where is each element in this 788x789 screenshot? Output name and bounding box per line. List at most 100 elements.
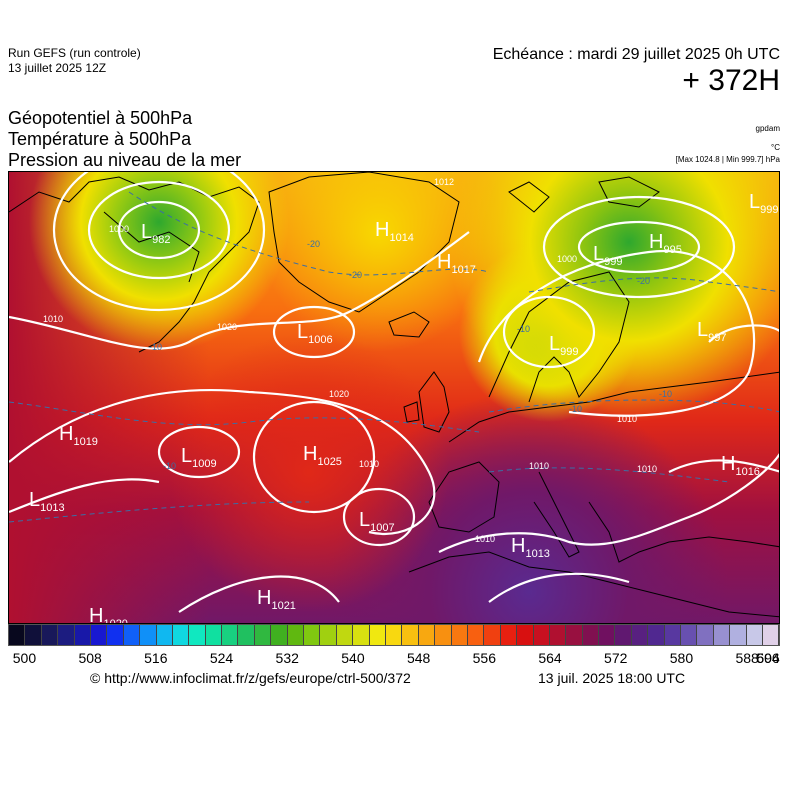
run-date: 13 juillet 2025 12Z: [8, 61, 107, 75]
colorbar-cell: [599, 625, 616, 645]
run-title: Run GEFS (run controle): [8, 46, 141, 60]
colorbar-cell: [746, 625, 763, 645]
pressure-center: L997: [697, 319, 726, 344]
colorbar-cell: [140, 625, 157, 645]
colorbar-cell: [271, 625, 288, 645]
colorbar-cell: [467, 625, 485, 645]
pressure-center: H1019: [59, 423, 98, 448]
unit-gpdam: gpdam: [755, 124, 780, 133]
colorbar-tick-label: 596: [756, 650, 780, 666]
pressure-center: H1014: [375, 219, 414, 244]
weather-map-svg: 1010 1020 1020 1010 1000 1010 1010 1010 …: [9, 172, 779, 624]
colorbar-cell: [664, 625, 682, 645]
colorbar-cell: [500, 625, 518, 645]
unit-celsius: °C: [771, 143, 780, 152]
isobars: [9, 172, 779, 613]
colorbar-cell: [484, 625, 501, 645]
pressure-center: H1016: [721, 453, 760, 478]
colorbar-cell: [566, 625, 583, 645]
colorbar: [8, 624, 780, 646]
colorbar-cell: [353, 625, 370, 645]
unit-pressure-range: [Max 1024.8 | Min 999.7] hPa: [675, 155, 780, 164]
pressure-center: L982: [141, 221, 170, 246]
isobar-label: 1020: [217, 322, 237, 332]
pressure-center: H1021: [257, 587, 296, 612]
pressure-center: L1007: [359, 509, 395, 534]
pressure-center: L1006: [297, 321, 333, 346]
colorbar-cell: [402, 625, 419, 645]
parameter-pressure: Pression au niveau de la mer: [8, 150, 242, 170]
colorbar-tick-label: 548: [406, 650, 431, 666]
isobar-label: 1010: [617, 414, 637, 424]
colorbar-tick-label: 516: [144, 650, 168, 666]
isobar-label: 1010: [637, 464, 657, 474]
colorbar-cell: [615, 625, 632, 645]
colorbar-cell: [172, 625, 190, 645]
colorbar-tick-label: 580: [669, 650, 694, 666]
colorbar-cell: [156, 625, 173, 645]
colorbar-cell: [254, 625, 272, 645]
isobar-label: 1000: [557, 254, 577, 264]
isobar-label: 1000: [109, 224, 129, 234]
isobar-label: 1020: [329, 389, 349, 399]
pressure-center: H1025: [303, 443, 342, 468]
colorbar-tick-label: 508: [78, 650, 102, 666]
colorbar-cell: [713, 625, 731, 645]
isotherm-label: -10: [163, 461, 176, 471]
colorbar-cell: [222, 625, 239, 645]
colorbar-cell: [58, 625, 75, 645]
pressure-center: H1020: [89, 605, 128, 624]
copyright-link[interactable]: © http://www.infoclimat.fr/z/gefs/europe…: [90, 670, 411, 686]
colorbar-cell: [762, 625, 780, 645]
colorbar-cell: [107, 625, 124, 645]
colorbar-cell: [418, 625, 436, 645]
isotherm-label: -20: [307, 239, 320, 249]
colorbar-cell: [336, 625, 354, 645]
colorbar-cell: [123, 625, 141, 645]
colorbar-cell: [90, 625, 108, 645]
issued-time: 13 juil. 2025 18:00 UTC: [538, 670, 686, 686]
colorbar-cell: [74, 625, 91, 645]
pressure-center: H995: [649, 231, 682, 256]
isotherm-label: -10: [149, 342, 162, 352]
colorbar-cell: [631, 625, 649, 645]
pressure-center: L999: [549, 333, 578, 358]
isobar-label: 1010: [529, 461, 549, 471]
colorbar-cell: [205, 625, 223, 645]
isobar-label: 1012: [434, 177, 454, 187]
colorbar-cell: [582, 625, 600, 645]
colorbar-cell: [369, 625, 386, 645]
pressure-center: L999: [593, 243, 622, 268]
colorbar-tick-label: 588: [735, 650, 759, 666]
colorbar-tick-label: 556: [472, 650, 497, 666]
colorbar-tick-label: 604: [756, 650, 780, 666]
isotherms: [9, 191, 779, 523]
colorbar-tick-label: 532: [275, 650, 299, 666]
colorbar-cell: [287, 625, 305, 645]
isotherm-label: -10: [659, 389, 672, 399]
parameter-temperature: Température à 500hPa: [8, 129, 192, 149]
colorbar-tick-label: 540: [341, 650, 365, 666]
pressure-center: H1017: [437, 251, 476, 276]
colorbar-cell: [697, 625, 714, 645]
colorbar-tick-label: 500: [12, 650, 37, 666]
pressure-centers: L982 H1014 H1017 L1006 L999 H995 L999 L9…: [29, 191, 778, 624]
temperature-labels: -20 -20 -20 -10 -10 -10 -10 -10: [149, 239, 672, 471]
colorbar-ticks: 500 508 516 524 532 540 548 556 564 572 580 588 596 6…: [8, 650, 780, 668]
colorbar-cell: [320, 625, 337, 645]
isotherm-label: -20: [637, 276, 650, 286]
forecast-valid-time: Echéance : mardi 29 juillet 2025 0h UTC: [492, 46, 780, 63]
pressure-center: L1013: [29, 489, 65, 514]
colorbar-cell: [41, 625, 59, 645]
parameter-geopotential: Géopotentiel à 500hPa: [8, 108, 193, 128]
isobar-label: 1010: [43, 314, 63, 324]
isobar-label: 1010: [475, 534, 495, 544]
colorbar-cell: [517, 625, 534, 645]
pressure-center: L999: [749, 191, 778, 216]
colorbar-cell: [9, 625, 26, 645]
colorbar-cell: [681, 625, 698, 645]
colorbar-tick-label: 524: [209, 650, 234, 666]
colorbar-tick-label: 564: [538, 650, 562, 666]
isobar-labels: 1010 1020 1020 1010 1000 1010 1010 1010 …: [43, 177, 657, 544]
colorbar-cell: [533, 625, 550, 645]
